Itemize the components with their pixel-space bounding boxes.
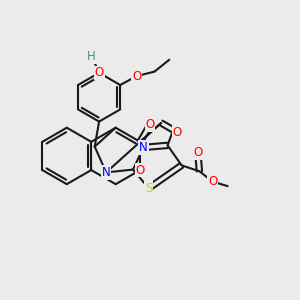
Text: S: S — [145, 182, 152, 195]
Text: O: O — [136, 164, 145, 177]
Text: O: O — [132, 70, 141, 83]
Text: N: N — [102, 166, 111, 179]
Text: N: N — [139, 141, 148, 154]
Text: O: O — [193, 146, 203, 159]
Text: O: O — [208, 175, 218, 188]
Text: H: H — [87, 50, 96, 63]
Text: O: O — [172, 126, 182, 139]
Text: O: O — [146, 118, 154, 131]
Text: O: O — [94, 66, 104, 79]
